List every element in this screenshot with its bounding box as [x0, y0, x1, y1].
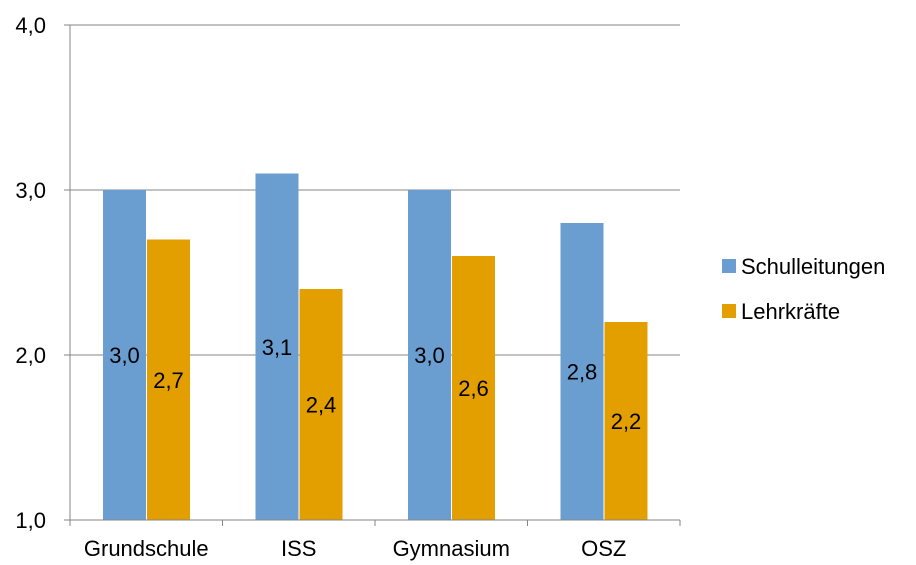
bar-lehrkraefte-iss [299, 289, 343, 520]
bar-lehrkraefte-osz [604, 322, 648, 520]
data-label-schulleitungen-gymnasium: 3,0 [414, 343, 445, 368]
bar-lehrkraefte-gymnasium [452, 256, 495, 520]
y-tick-label-1: 2,0 [15, 343, 46, 368]
data-labels: 3,0 3,1 3,0 2,8 2,7 2,4 2,6 2,2 [109, 335, 641, 434]
data-label-lehrkraefte-gymnasium: 2,6 [458, 376, 489, 401]
bars [103, 173, 648, 520]
data-label-lehrkraefte-grundschule: 2,7 [153, 368, 184, 393]
data-label-schulleitungen-grundschule: 3,0 [109, 343, 140, 368]
bar-schulleitungen-gymnasium [408, 190, 451, 520]
legend-swatch-lehrkraefte [722, 304, 736, 318]
y-tick-label-2: 3,0 [15, 178, 46, 203]
y-tick-label-0: 1,0 [15, 508, 46, 533]
legend-swatch-schulleitungen [722, 259, 736, 273]
y-tick-label-3: 4,0 [15, 13, 46, 38]
legend-label-schulleitungen: Schulleitungen [741, 254, 885, 279]
x-tick-label-iss: ISS [281, 536, 316, 561]
bar-schulleitungen-grundschule [103, 190, 146, 520]
bar-schulleitungen-iss [255, 173, 299, 520]
data-label-schulleitungen-osz: 2,8 [567, 360, 598, 385]
tick-labels: 1,0 2,0 3,0 4,0 Grundschule ISS Gymnasium OSZ [15, 13, 626, 561]
x-tick-label-osz: OSZ [581, 536, 626, 561]
bar-lehrkraefte-grundschule [147, 239, 190, 520]
data-label-schulleitungen-iss: 3,1 [262, 335, 293, 360]
data-label-lehrkraefte-osz: 2,2 [611, 409, 642, 434]
data-label-lehrkraefte-iss: 2,4 [306, 393, 337, 418]
legend: Schulleitungen Lehrkräfte [722, 254, 885, 324]
axes [64, 24, 681, 526]
legend-label-lehrkraefte: Lehrkräfte [741, 299, 840, 324]
x-tick-label-grundschule: Grundschule [84, 536, 209, 561]
x-tick-label-gymnasium: Gymnasium [393, 536, 510, 561]
bar-schulleitungen-osz [560, 223, 604, 520]
